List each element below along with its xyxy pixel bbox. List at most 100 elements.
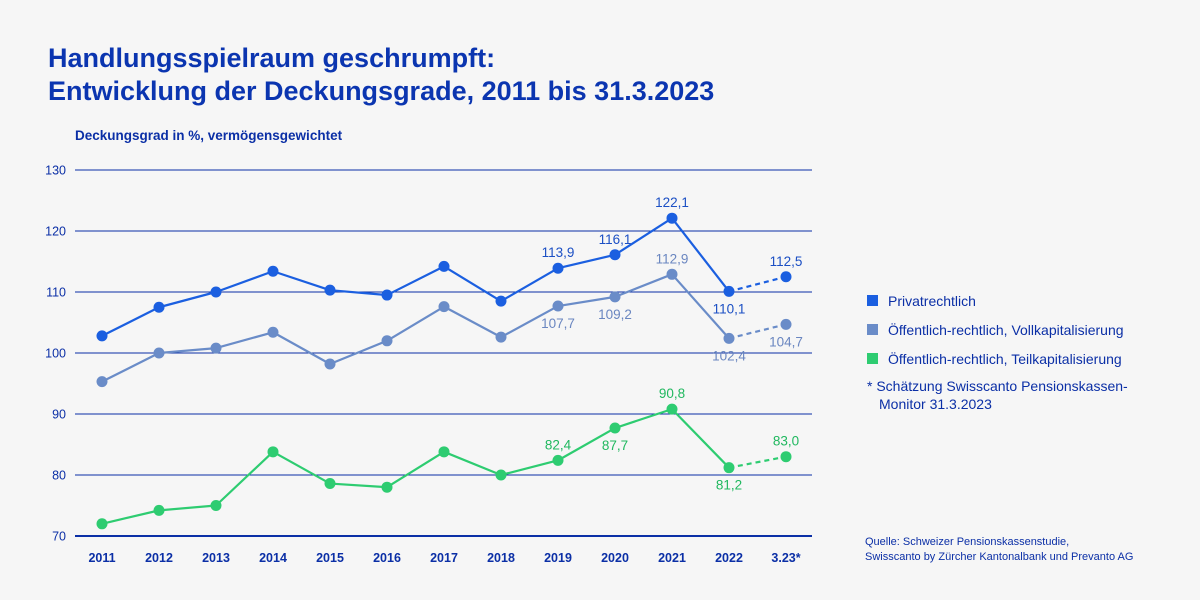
- source-line-1: Quelle: Schweizer Pensionskassenstudie,: [865, 536, 1070, 548]
- data-point: [153, 347, 165, 359]
- series-line-estimate: [728, 275, 787, 293]
- series-line-estimate: [728, 323, 787, 340]
- legend-swatch-teilkapitalisierung: [867, 353, 878, 364]
- data-label: 90,8: [659, 386, 685, 401]
- data-point: [381, 481, 393, 493]
- data-point: [609, 249, 621, 261]
- data-label: 122,1: [655, 195, 689, 210]
- data-point: [723, 462, 735, 474]
- data-point: [495, 295, 507, 307]
- data-point: [780, 271, 792, 283]
- series-line: [101, 408, 730, 525]
- data-point: [324, 284, 336, 296]
- title-line-2: Entwicklung der Deckungsgrade, 2011 bis …: [48, 76, 715, 106]
- data-point: [666, 403, 678, 415]
- y-tick-label: 70: [52, 530, 66, 544]
- data-label: 104,7: [769, 334, 803, 349]
- data-label: 112,9: [656, 251, 689, 266]
- data-point: [495, 331, 507, 343]
- y-tick-label: 130: [45, 164, 66, 178]
- data-label: 112,5: [770, 254, 803, 269]
- data-point: [552, 454, 564, 466]
- footnote: * Schätzung Swisscanto Pensionskassen- M…: [867, 377, 1128, 413]
- data-point: [438, 301, 450, 313]
- data-point: [267, 446, 279, 458]
- data-point: [495, 469, 507, 481]
- data-point: [780, 451, 792, 463]
- data-point: [609, 291, 621, 303]
- footnote-line-2: Monitor 31.3.2023: [879, 396, 992, 412]
- y-tick-label: 110: [46, 286, 66, 300]
- data-point: [210, 342, 222, 354]
- x-tick-label: 2016: [373, 551, 401, 565]
- x-tick-label: 2020: [601, 551, 629, 565]
- footnote-line-1: * Schätzung Swisscanto Pensionskassen-: [867, 378, 1128, 394]
- source-line-2: Swisscanto by Zürcher Kantonalbank und P…: [865, 551, 1134, 563]
- data-label: 83,0: [773, 434, 799, 449]
- x-tick-label: 2019: [544, 551, 572, 565]
- legend-label-vollkapitalisierung: Öffentlich-rechtlich, Vollkapitalisierun…: [888, 321, 1124, 338]
- data-point: [324, 478, 336, 490]
- data-point: [780, 318, 792, 330]
- data-point: [324, 358, 336, 370]
- data-point: [609, 422, 621, 434]
- data-point: [552, 262, 564, 274]
- data-label: 81,2: [716, 478, 742, 493]
- legend-item-teilkapitalisierung: Öffentlich-rechtlich, Teilkapitalisierun…: [867, 344, 1128, 373]
- data-point: [267, 326, 279, 338]
- y-axis-label: Deckungsgrad in %, vermögensgewichtet: [75, 128, 343, 143]
- title-line-1: Handlungsspielraum geschrumpft:: [48, 43, 496, 73]
- y-tick-label: 80: [52, 469, 66, 483]
- y-tick-label: 100: [45, 347, 66, 361]
- legend-item-privatrechtlich: Privatrechtlich: [867, 286, 1128, 315]
- x-tick-label: 2018: [487, 551, 515, 565]
- data-point: [438, 446, 450, 458]
- data-label: 102,4: [712, 348, 746, 363]
- legend: Privatrechtlich Öffentlich-rechtlich, Vo…: [867, 286, 1128, 413]
- legend-label-teilkapitalisierung: Öffentlich-rechtlich, Teilkapitalisierun…: [888, 350, 1122, 367]
- series-line: [101, 273, 730, 383]
- legend-label-privatrechtlich: Privatrechtlich: [888, 292, 976, 309]
- x-tick-label: 2015: [316, 551, 344, 565]
- x-tick-label: 3.23*: [771, 551, 800, 565]
- series-line-estimate: [728, 455, 787, 469]
- legend-swatch-privatrechtlich: [867, 295, 878, 306]
- data-point: [723, 285, 735, 297]
- data-label: 113,9: [542, 245, 575, 260]
- data-label: 87,7: [602, 438, 628, 453]
- y-tick-label: 120: [45, 225, 66, 239]
- data-point: [210, 500, 222, 511]
- data-label: 110,1: [713, 301, 746, 316]
- data-point: [210, 286, 222, 298]
- x-tick-label: 2011: [88, 551, 115, 565]
- data-point: [96, 330, 108, 342]
- legend-swatch-vollkapitalisierung: [867, 324, 878, 335]
- x-tick-label: 2017: [430, 551, 458, 565]
- data-label: 116,1: [599, 232, 632, 247]
- x-tick-label: 2012: [145, 551, 173, 565]
- source-note: Quelle: Schweizer Pensionskassenstudie, …: [865, 535, 1133, 565]
- data-point: [666, 268, 678, 280]
- x-tick-label: 2013: [202, 551, 230, 565]
- data-point: [381, 289, 393, 301]
- data-point: [96, 518, 108, 530]
- data-label: 107,7: [541, 316, 575, 331]
- chart-title: Handlungsspielraum geschrumpft: Entwickl…: [48, 42, 714, 108]
- x-tick-label: 2014: [259, 551, 287, 565]
- data-point: [267, 265, 279, 277]
- legend-item-vollkapitalisierung: Öffentlich-rechtlich, Vollkapitalisierun…: [867, 315, 1128, 344]
- data-point: [381, 335, 393, 347]
- data-point: [552, 300, 564, 312]
- data-point: [153, 504, 165, 516]
- data-point: [723, 332, 735, 344]
- data-point: [438, 260, 450, 272]
- y-tick-label: 90: [52, 408, 66, 422]
- x-tick-label: 2021: [658, 551, 686, 565]
- data-point: [666, 212, 678, 224]
- data-label: 82,4: [545, 437, 572, 452]
- x-tick-label: 2022: [715, 551, 743, 565]
- data-point: [96, 376, 108, 388]
- series-line: [101, 217, 730, 337]
- data-label: 109,2: [598, 307, 632, 322]
